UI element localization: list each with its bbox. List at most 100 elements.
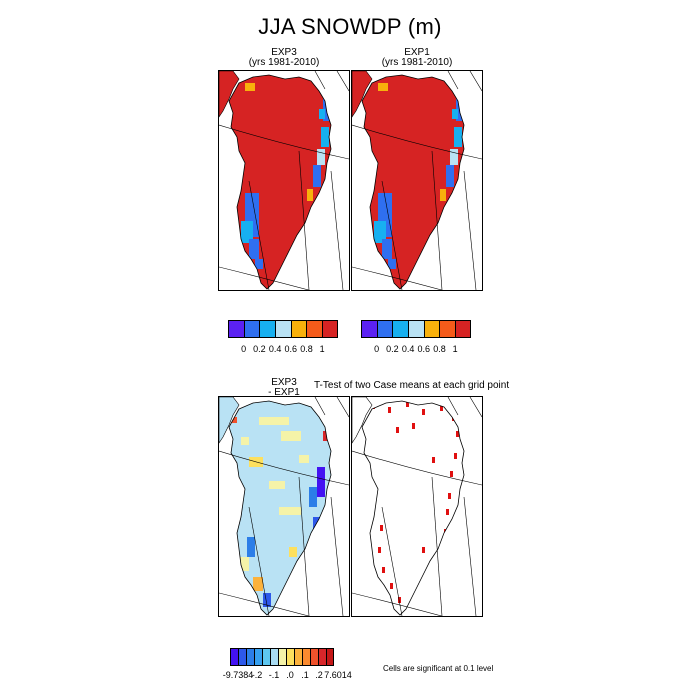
graticule-line <box>463 170 477 290</box>
map-panel-exp1 <box>351 70 483 291</box>
snow-depth-cell <box>321 127 329 147</box>
panel-exp1-subtitle: (yrs 1981-2010) <box>381 57 453 68</box>
colorbar-diff <box>230 648 334 666</box>
colorbar-swatch <box>286 648 294 666</box>
panel-exp3-subtitle: (yrs 1981-2010) <box>248 57 320 68</box>
snow-depth-cell <box>241 221 253 243</box>
graticule-line <box>219 450 349 486</box>
colorbar-tick-label: 0.8 <box>433 344 446 354</box>
colorbar-exp3 <box>228 320 338 338</box>
colorbar-tick-label: -.2 <box>251 670 263 680</box>
coastline <box>228 400 332 616</box>
colorbar-swatch <box>455 320 471 338</box>
difference-cell <box>289 547 297 557</box>
colorbar-tick-label: 0 <box>241 344 247 354</box>
panel-ttest-title: T-Test of two Case means at each grid po… <box>314 380 510 391</box>
colorbar-exp1 <box>361 320 471 338</box>
difference-cell <box>317 467 325 497</box>
ellesmere-island <box>219 71 240 118</box>
colorbar-swatch <box>376 320 393 338</box>
colorbar-swatch <box>262 648 270 666</box>
significant-cell <box>380 525 383 531</box>
coastline <box>228 74 332 290</box>
map-diff <box>219 397 349 616</box>
significant-cell <box>390 583 393 589</box>
graticule-line <box>330 170 344 290</box>
colorbar-swatch <box>275 320 291 338</box>
graticule-line <box>298 476 310 616</box>
colorbar-tick-label: .1 <box>301 670 309 680</box>
colorbar-swatch <box>294 648 302 666</box>
map-exp1 <box>352 71 482 290</box>
snow-depth-cell <box>452 109 458 119</box>
graticule-line <box>219 592 310 616</box>
snow-depth-cell <box>382 239 392 259</box>
significant-cell <box>438 557 441 563</box>
colorbar-tick-label: -9.7384 <box>222 670 254 680</box>
significant-cell <box>452 537 455 543</box>
graticule-line <box>352 266 443 290</box>
panel-title-diff: EXP3 - EXP1 <box>218 378 350 398</box>
map-ttest <box>352 397 482 616</box>
colorbar-tick-label: 7.6014 <box>324 670 352 680</box>
difference-cell <box>269 481 285 489</box>
colorbar-swatch <box>230 648 238 666</box>
colorbar-swatch <box>361 320 377 338</box>
graticule-line <box>469 71 482 92</box>
snow-depth-cell <box>446 165 454 187</box>
graticule-line <box>463 496 477 616</box>
colorbar-tick-label: 0.2 <box>253 344 266 354</box>
graticule-line <box>330 496 344 616</box>
colorbar-swatch <box>238 648 246 666</box>
colorbar-swatch <box>423 320 440 338</box>
colorbar-swatch <box>326 648 334 666</box>
graticule-line <box>352 592 443 616</box>
figure-title: JJA SNOWDP (m) <box>258 14 442 39</box>
map-panel-ttest <box>351 396 483 617</box>
graticule-line <box>447 71 459 90</box>
graticule-line <box>352 450 482 486</box>
significant-cell <box>446 509 449 515</box>
significant-cell <box>432 457 435 463</box>
snow-depth-cell <box>307 189 313 201</box>
snow-depth-cell <box>317 149 325 165</box>
colorbar-tick-label: 0.2 <box>386 344 399 354</box>
difference-cell <box>323 431 329 441</box>
graticule-line <box>248 180 270 290</box>
colorbar-tick-label: 0.8 <box>300 344 313 354</box>
difference-cell <box>281 431 301 441</box>
snow-depth-cell <box>255 259 263 269</box>
colorbar-swatch <box>254 648 262 666</box>
significant-cell <box>450 471 453 477</box>
snow-depth-cell <box>245 83 255 91</box>
colorbar-swatch <box>243 320 260 338</box>
graticule-line <box>381 506 403 616</box>
map-exp3 <box>219 71 349 290</box>
graticule-line <box>447 397 459 416</box>
colorbar-swatch <box>278 648 286 666</box>
snow-depth-cell <box>440 189 446 201</box>
significant-cell <box>378 547 381 553</box>
panel-title-exp1: EXP1 (yrs 1981-2010) <box>351 48 483 68</box>
significant-cell <box>406 401 409 407</box>
colorbar-swatch <box>302 648 310 666</box>
significant-cell <box>454 453 457 459</box>
significant-cell <box>382 567 385 573</box>
snow-depth-cell <box>378 83 388 91</box>
colorbar-swatch <box>306 320 323 338</box>
significant-cell <box>396 427 399 433</box>
colorbar-tick-label: 0 <box>374 344 380 354</box>
graticule-line <box>248 506 270 616</box>
colorbar-swatch <box>408 320 424 338</box>
snow-depth-cell <box>249 239 259 259</box>
graticule-line <box>219 266 310 290</box>
snow-depth-cell <box>388 259 396 269</box>
significant-cell <box>448 493 451 499</box>
significant-cell <box>398 597 401 603</box>
snow-depth-cell <box>374 221 386 243</box>
map-panel-exp3 <box>218 70 350 291</box>
graticule-line <box>298 150 310 290</box>
colorbar-tick-label: 0.4 <box>401 344 415 354</box>
colorbar-swatch <box>290 320 307 338</box>
difference-cell <box>279 507 301 515</box>
